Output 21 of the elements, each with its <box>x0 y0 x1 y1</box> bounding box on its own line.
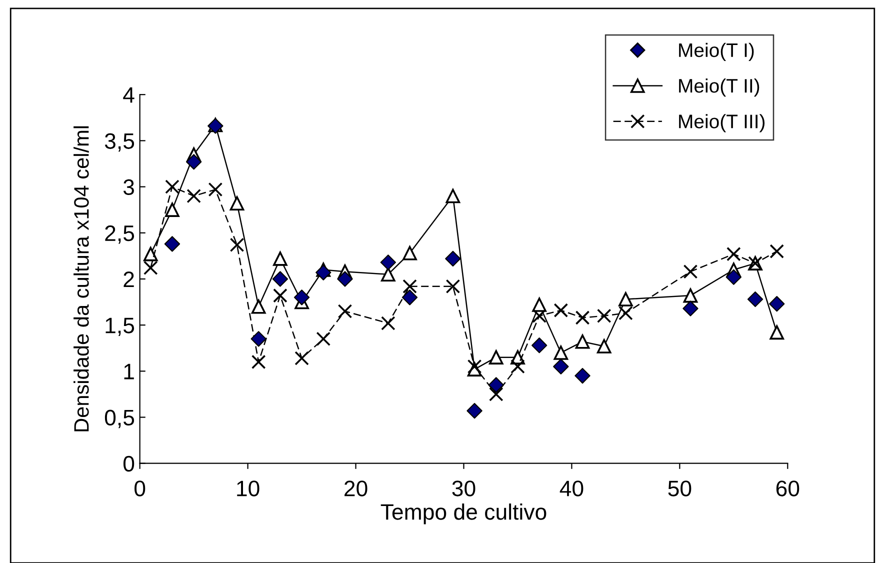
y-tick-label: 2 <box>124 272 134 288</box>
y-tick-label: 0 <box>123 456 134 472</box>
y-tick-label: 3,5 <box>104 133 134 152</box>
y-axis-title: Densidade da cultura x104 cel/ml <box>74 126 89 432</box>
x-tick-label: 60 <box>776 480 800 496</box>
y-tick-label: 1 <box>124 364 134 380</box>
x-tick-label: 40 <box>560 480 584 496</box>
x-tick-label: 30 <box>452 480 476 496</box>
legend-label: Meio(T II) <box>679 78 760 97</box>
y-tick-label: 3 <box>123 179 134 196</box>
legend-label: Meio(T III) <box>679 114 765 132</box>
y-tick-label: 1,5 <box>106 318 134 336</box>
y-tick-label: 0,5 <box>104 410 134 428</box>
x-tick-label: 50 <box>668 480 692 496</box>
y-tick-label: 2,5 <box>105 225 134 244</box>
x-tick-label: 20 <box>344 480 368 496</box>
x-tick-label: 10 <box>237 480 260 496</box>
y-tick-label: 4 <box>123 87 134 103</box>
legend-label: Meio(T I) <box>679 42 754 61</box>
x-tick-label: 0 <box>134 480 146 496</box>
x-axis-title: Tempo de cultivo <box>380 504 546 524</box>
